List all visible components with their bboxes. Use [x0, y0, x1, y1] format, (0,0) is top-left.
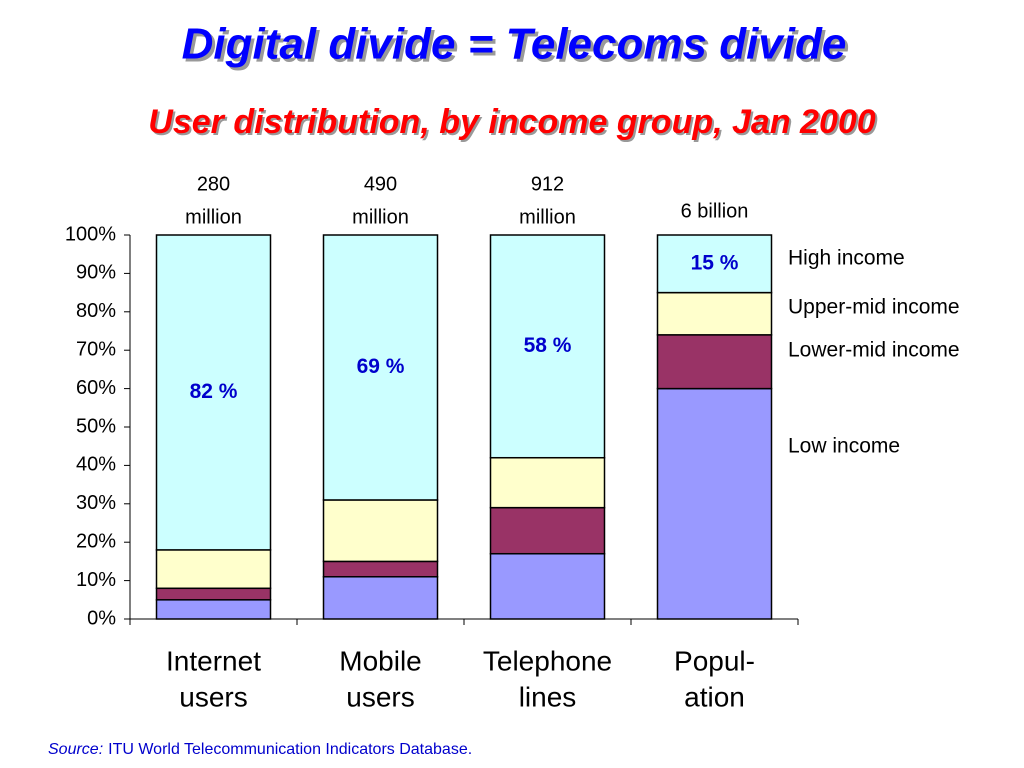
bar-segment: [155, 599, 272, 620]
total-label: 912: [531, 173, 564, 195]
x-tick-label: users: [346, 681, 414, 712]
bar-segment: [489, 506, 606, 555]
chart-subtitle-shadow: User distribution, by income group, Jan …: [150, 105, 877, 143]
bar-segment: [489, 456, 606, 509]
y-tick-label: 90%: [76, 262, 116, 284]
bar-segment: [656, 234, 773, 294]
x-tick-label: Mobile: [339, 645, 421, 676]
bar-segment: [489, 234, 606, 459]
chart-title-shadow: Digital divide = Telecoms divide: [185, 23, 850, 72]
y-tick-label: 70%: [76, 338, 116, 360]
y-tick-label: 60%: [76, 377, 116, 399]
chart-title: Digital divide = Telecoms divide: [182, 20, 847, 69]
value-label: 82 %: [190, 380, 238, 403]
chart-subtitle: User distribution, by income group, Jan …: [148, 103, 875, 141]
total-label: 6 billion: [681, 200, 749, 222]
value-label: 69 %: [357, 355, 405, 378]
legend-label: High income: [788, 247, 905, 270]
y-tick-label: 50%: [76, 415, 116, 437]
x-tick-label: ation: [684, 681, 745, 712]
value-label: 15 %: [691, 251, 739, 274]
y-tick-label: 40%: [76, 454, 116, 476]
y-tick-label: 30%: [76, 492, 116, 514]
x-tick-label: Internet: [166, 645, 261, 676]
y-tick-label: 100%: [65, 223, 116, 245]
total-label: million: [519, 206, 576, 228]
y-tick-label: 0%: [87, 607, 116, 629]
total-label: million: [185, 206, 242, 228]
bar-segment: [322, 576, 439, 620]
bar-segment: [656, 387, 773, 620]
bar-segment: [155, 234, 272, 551]
y-tick-label: 10%: [76, 569, 116, 591]
y-tick-label: 80%: [76, 300, 116, 322]
source: Source: ITU World Telecommunication Indic…: [48, 741, 472, 758]
bar-segment: [656, 334, 773, 390]
bar-segment: [489, 552, 606, 620]
value-label: 58 %: [524, 334, 572, 357]
x-tick-label: Popul-: [674, 645, 755, 676]
legend-label: Low income: [788, 435, 900, 458]
total-label: million: [352, 206, 409, 228]
bar-segment: [322, 234, 439, 501]
x-tick-label: Telephone: [483, 645, 612, 676]
bar-segment: [155, 549, 272, 590]
bar-segment: [322, 560, 439, 578]
bar-segment: [155, 587, 272, 601]
y-tick-label: 20%: [76, 530, 116, 552]
legend-label: Upper-mid income: [788, 296, 960, 319]
total-label: 490: [364, 173, 397, 195]
x-tick-label: users: [179, 681, 247, 712]
source-text: ITU World Telecommunication Indicators D…: [108, 741, 472, 758]
legend-label: Lower-mid income: [788, 339, 960, 362]
bar-segment: [656, 291, 773, 336]
x-tick-label: lines: [519, 681, 577, 712]
source-label: Source:: [48, 741, 103, 758]
total-label: 280: [197, 173, 230, 195]
bar-segment: [322, 499, 439, 563]
